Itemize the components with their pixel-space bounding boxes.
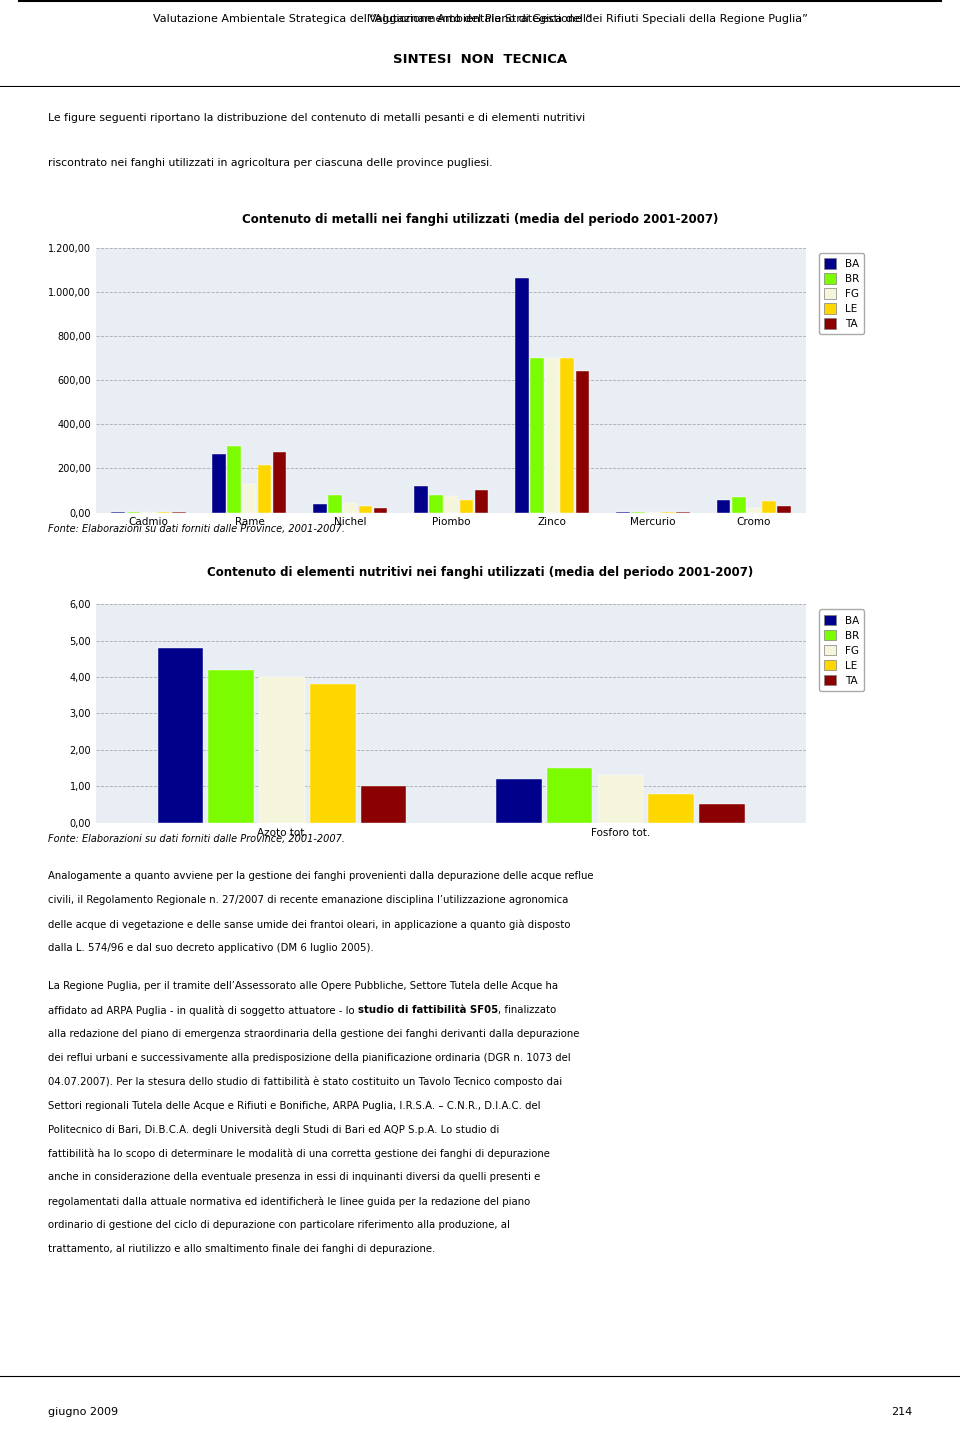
Text: giugno 2009: giugno 2009 [48, 1408, 118, 1417]
Text: studio di fattibilità SF05: studio di fattibilità SF05 [358, 1005, 498, 1015]
Text: dalla L. 574/96 e dal suo decreto applicativo (DM 6 luglio 2005).: dalla L. 574/96 e dal suo decreto applic… [48, 943, 373, 952]
Bar [576, 371, 589, 513]
Text: Politecnico di Bari, Di.B.C.A. degli Università degli Studi di Bari ed AQP S.p.A: Politecnico di Bari, Di.B.C.A. degli Uni… [48, 1124, 499, 1136]
Bar [414, 486, 428, 513]
Bar [328, 495, 342, 513]
Bar [474, 491, 489, 513]
Text: fattibilità ha lo scopo di determinare le modalità di una corretta gestione dei : fattibilità ha lo scopo di determinare l… [48, 1149, 550, 1159]
Bar [530, 358, 543, 513]
Text: ordinario di gestione del ciclo di depurazione con particolare riferimento alla : ordinario di gestione del ciclo di depur… [48, 1220, 510, 1230]
Bar [515, 278, 529, 513]
Text: affidato ad ARPA Puglia - in qualità di soggetto attuatore - lo: affidato ad ARPA Puglia - in qualità di … [48, 1005, 358, 1016]
Bar [547, 767, 592, 823]
Bar [310, 684, 355, 823]
Bar [561, 358, 574, 513]
Bar [460, 501, 473, 513]
Text: Contenuto di metalli nei fanghi utilizzati (media del periodo 2001-2007): Contenuto di metalli nei fanghi utilizza… [242, 214, 718, 226]
Bar [648, 794, 694, 823]
Text: trattamento, al riutilizzo e allo smaltimento finale dei fanghi di depurazione.: trattamento, al riutilizzo e allo smalti… [48, 1243, 435, 1254]
Bar [717, 501, 731, 513]
Text: dei reflui urbani e successivamente alla predisposizione della pianificazione or: dei reflui urbani e successivamente alla… [48, 1053, 570, 1063]
Bar [273, 451, 286, 513]
Text: 04.07.2007). Per la stesura dello studio di fattibilità è stato costituito un Ta: 04.07.2007). Per la stesura dello studio… [48, 1077, 563, 1088]
Bar [228, 446, 241, 513]
Text: Valutazione Ambientale Strategica dell“Aggiornamento del Piano di Gestione dei R: Valutazione Ambientale Strategica dell“A… [153, 15, 807, 25]
Bar [429, 495, 443, 513]
Legend: BA, BR, FG, LE, TA: BA, BR, FG, LE, TA [819, 253, 864, 333]
Text: Contenuto di elementi nutritivi nei fanghi utilizzati (media del periodo 2001-20: Contenuto di elementi nutritivi nei fang… [206, 566, 754, 578]
Bar [361, 786, 406, 823]
Bar [545, 358, 559, 513]
Text: delle acque di vegetazione e delle sanse umide dei frantoi oleari, in applicazio: delle acque di vegetazione e delle sanse… [48, 919, 570, 929]
Bar [259, 677, 305, 823]
Bar [778, 505, 791, 513]
Bar [208, 670, 254, 823]
Text: Analogamente a quanto avviene per la gestione dei fanghi provenienti dalla depur: Analogamente a quanto avviene per la ges… [48, 871, 593, 881]
Bar [762, 501, 776, 513]
Bar [212, 454, 226, 513]
Bar [597, 775, 643, 823]
Bar [157, 648, 204, 823]
Text: Valutazione Ambientale Strategica dell“: Valutazione Ambientale Strategica dell“ [369, 15, 591, 25]
Bar [444, 496, 458, 513]
Text: , finalizzato: , finalizzato [498, 1005, 557, 1015]
Bar [359, 505, 372, 513]
Text: Fonte: Elaborazioni su dati forniti dalle Province, 2001-2007.: Fonte: Elaborazioni su dati forniti dall… [48, 834, 345, 843]
Bar [313, 504, 326, 513]
Text: SINTESI  NON  TECNICA: SINTESI NON TECNICA [393, 52, 567, 66]
Text: Le figure seguenti riportano la distribuzione del contenuto di metalli pesanti e: Le figure seguenti riportano la distribu… [48, 114, 586, 124]
Bar [344, 502, 357, 513]
Bar [373, 508, 388, 513]
Text: Fonte: Elaborazioni su dati forniti dalle Province, 2001-2007.: Fonte: Elaborazioni su dati forniti dall… [48, 524, 345, 533]
Text: civili, il Regolamento Regionale n. 27/2007 di recente emanazione disciplina l’u: civili, il Regolamento Regionale n. 27/2… [48, 895, 568, 906]
Text: anche in considerazione della eventuale presenza in essi di inquinanti diversi d: anche in considerazione della eventuale … [48, 1172, 540, 1182]
Bar [699, 804, 745, 823]
Text: La Regione Puglia, per il tramite dell’Assessorato alle Opere Pubbliche, Settore: La Regione Puglia, per il tramite dell’A… [48, 981, 558, 992]
Legend: BA, BR, FG, LE, TA: BA, BR, FG, LE, TA [819, 610, 864, 690]
Bar [747, 508, 760, 513]
Text: 214: 214 [891, 1408, 912, 1417]
Bar [732, 496, 746, 513]
Text: regolamentati dalla attuale normativa ed identificherà le linee guida per la red: regolamentati dalla attuale normativa ed… [48, 1197, 530, 1207]
Text: alla redazione del piano di emergenza straordinaria della gestione dei fanghi de: alla redazione del piano di emergenza st… [48, 1029, 580, 1040]
Bar [257, 464, 272, 513]
Text: Settori regionali Tutela delle Acque e Rifiuti e Bonifiche, ARPA Puglia, I.R.S.A: Settori regionali Tutela delle Acque e R… [48, 1101, 540, 1111]
Text: riscontrato nei fanghi utilizzati in agricoltura per ciascuna delle province pug: riscontrato nei fanghi utilizzati in agr… [48, 157, 492, 167]
Bar [243, 483, 256, 513]
Bar [496, 779, 541, 823]
